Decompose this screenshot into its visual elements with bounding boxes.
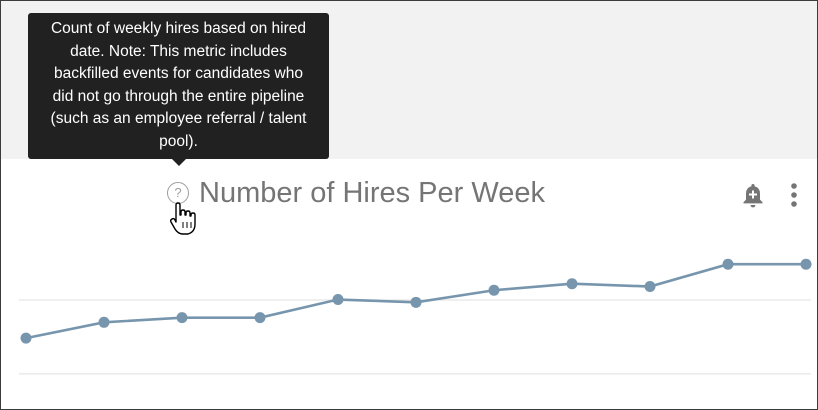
tooltip-line: did not go through the entire pipeline bbox=[52, 87, 305, 105]
data-point[interactable] bbox=[254, 312, 266, 324]
data-point[interactable] bbox=[98, 316, 110, 328]
data-point[interactable] bbox=[20, 332, 32, 344]
more-vert-icon[interactable] bbox=[788, 182, 800, 210]
chart-title: Number of Hires Per Week bbox=[199, 177, 545, 209]
help-icon[interactable]: ? bbox=[167, 182, 189, 204]
data-point[interactable] bbox=[410, 296, 422, 308]
tooltip-line: Count of weekly hires based on hired bbox=[50, 20, 307, 37]
data-point[interactable] bbox=[644, 281, 656, 293]
data-point[interactable] bbox=[176, 312, 188, 324]
metric-description-tooltip: Count of weekly hires based on hired dat… bbox=[28, 13, 329, 159]
data-point[interactable] bbox=[722, 258, 734, 270]
hand-cursor-icon bbox=[169, 202, 196, 235]
bell-plus-icon[interactable] bbox=[741, 182, 765, 210]
tooltip-line: date. Note: This metric includes bbox=[70, 42, 287, 60]
tooltip-arrow bbox=[172, 159, 186, 166]
data-point[interactable] bbox=[800, 258, 812, 270]
data-point[interactable] bbox=[488, 284, 500, 296]
tooltip-line: (such as an employee referral / talent bbox=[50, 110, 307, 128]
tooltip-line: backfilled events for candidates who bbox=[53, 65, 303, 83]
tooltip-line: pool). bbox=[159, 132, 198, 150]
data-point[interactable] bbox=[332, 294, 344, 306]
line-chart bbox=[19, 258, 812, 375]
data-point[interactable] bbox=[566, 278, 578, 290]
